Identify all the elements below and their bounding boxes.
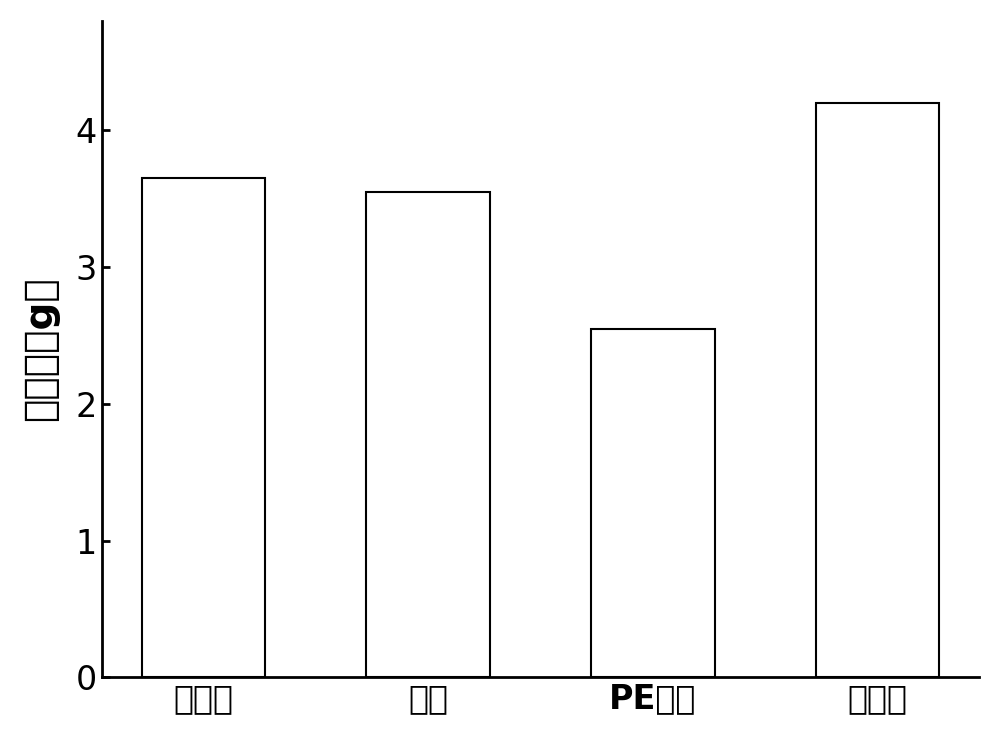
Bar [366,192,490,677]
Bar [591,328,715,677]
Bar [142,178,265,677]
Bar [816,103,939,677]
Y-axis label: 吸附量（g）: 吸附量（g） [21,277,59,422]
